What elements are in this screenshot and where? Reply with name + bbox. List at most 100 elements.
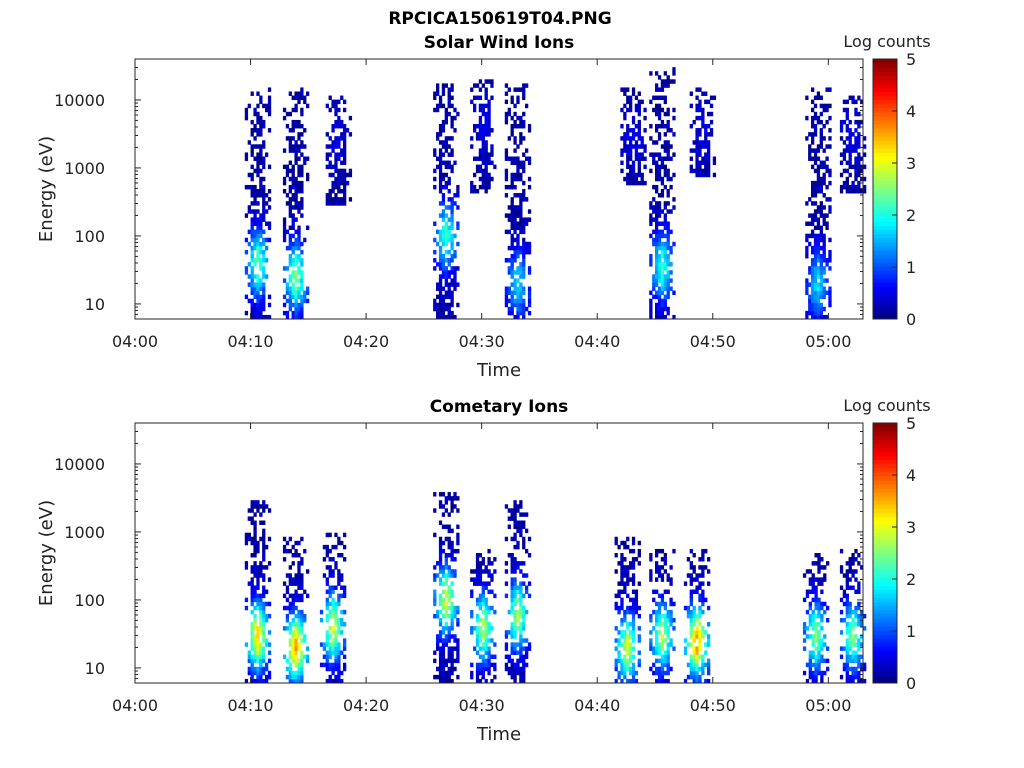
heatmap-cell xyxy=(343,99,347,105)
heatmap-cell xyxy=(805,310,809,316)
heatmap-cell xyxy=(620,597,624,603)
heatmap-cell xyxy=(256,601,260,607)
heatmap-cell xyxy=(516,508,520,513)
heatmap-cell xyxy=(487,107,491,113)
heatmap-cell xyxy=(300,581,304,586)
heatmap-cell xyxy=(519,658,523,664)
heatmap-cell xyxy=(343,184,347,190)
heatmap-cell xyxy=(516,245,520,251)
heatmap-cell xyxy=(256,258,260,263)
heatmap-cell xyxy=(626,662,630,668)
heatmap-cell xyxy=(438,282,443,287)
heatmap-cell xyxy=(689,654,693,660)
heatmap-cell xyxy=(814,561,818,566)
heatmap-cell xyxy=(614,536,618,542)
heatmap-cell xyxy=(504,193,509,198)
x-tick-label: 04:20 xyxy=(343,332,389,351)
heatmap-cell xyxy=(816,270,821,275)
heatmap-cell xyxy=(433,613,437,619)
heatmap-cell xyxy=(848,626,852,631)
heatmap-cell xyxy=(817,565,821,570)
heatmap-cell xyxy=(826,618,830,623)
heatmap-cell xyxy=(825,225,829,231)
heatmap-cell xyxy=(453,504,457,509)
heatmap-cell xyxy=(262,613,266,619)
heatmap-cell xyxy=(620,557,624,562)
heatmap-cell xyxy=(513,585,517,590)
heatmap-cell xyxy=(805,589,810,595)
heatmap-cell xyxy=(447,136,451,141)
heatmap-cell xyxy=(816,254,821,259)
heatmap-cell xyxy=(660,278,665,283)
x-tick-label: 04:40 xyxy=(574,332,620,351)
heatmap-cell xyxy=(513,642,517,647)
heatmap-cell xyxy=(447,306,451,312)
heatmap-cell xyxy=(250,662,254,668)
heatmap-cell xyxy=(291,176,295,182)
heatmap-cell xyxy=(510,557,514,562)
heatmap-cell xyxy=(649,262,653,267)
heatmap-cell xyxy=(244,536,249,542)
heatmap-cell xyxy=(438,310,443,316)
heatmap-cell xyxy=(447,160,451,166)
heatmap-cell xyxy=(484,128,488,133)
heatmap-cell xyxy=(300,249,304,255)
heatmap-cell xyxy=(623,581,627,586)
heatmap-cell xyxy=(294,626,298,631)
heatmap-cell xyxy=(666,274,670,279)
heatmap-cell xyxy=(253,678,257,684)
heatmap-cell xyxy=(510,581,514,586)
heatmap-cell xyxy=(863,152,867,157)
heatmap-cell xyxy=(337,601,341,607)
heatmap-cell xyxy=(250,254,254,259)
heatmap-cell xyxy=(704,662,708,668)
heatmap-cell xyxy=(663,221,667,226)
heatmap-cell xyxy=(504,99,509,105)
heatmap-cell xyxy=(519,209,523,214)
x-tick-label: 04:00 xyxy=(112,696,158,715)
heatmap-cell xyxy=(504,119,509,125)
heatmap-cell xyxy=(340,201,344,206)
heatmap-cell xyxy=(256,654,260,660)
heatmap-cell xyxy=(649,217,653,222)
heatmap-cell xyxy=(291,601,295,607)
heatmap-cell xyxy=(444,111,448,117)
colorbar-swatch xyxy=(873,270,897,275)
heatmap-cell xyxy=(504,176,509,182)
heatmap-cell xyxy=(660,95,665,101)
heatmap-cell xyxy=(513,500,517,505)
heatmap-cell xyxy=(343,128,347,133)
heatmap-cell xyxy=(857,132,861,137)
heatmap-cell xyxy=(510,302,514,308)
heatmap-cell xyxy=(288,91,292,96)
heatmap-cell xyxy=(250,626,254,631)
heatmap-cell xyxy=(631,573,636,578)
heatmap-cell xyxy=(478,662,483,668)
heatmap-cell xyxy=(444,658,448,664)
heatmap-cell xyxy=(253,585,257,590)
heatmap-cell xyxy=(623,666,627,672)
heatmap-cell xyxy=(655,302,659,308)
heatmap-cell xyxy=(631,670,636,676)
heatmap-cell xyxy=(504,634,509,639)
heatmap-cell xyxy=(343,589,347,595)
heatmap-cell xyxy=(244,237,249,243)
heatmap-cell xyxy=(845,111,849,117)
heatmap-cell xyxy=(334,111,338,117)
heatmap-cell xyxy=(253,561,257,566)
heatmap-cell xyxy=(436,282,440,287)
heatmap-cell xyxy=(433,492,437,497)
heatmap-cell xyxy=(617,581,621,586)
heatmap-cell xyxy=(623,654,627,660)
y-axis-label: Energy (eV) xyxy=(36,136,57,242)
heatmap-cell xyxy=(666,172,670,178)
heatmap-cell xyxy=(519,597,523,603)
heatmap-cell xyxy=(808,221,812,226)
heatmap-cell xyxy=(816,274,821,279)
heatmap-cell xyxy=(441,302,446,308)
heatmap-cell xyxy=(288,148,292,153)
heatmap-cell xyxy=(244,540,249,546)
heatmap-cell xyxy=(484,565,488,570)
heatmap-cell xyxy=(698,597,702,603)
heatmap-cell xyxy=(510,666,514,672)
